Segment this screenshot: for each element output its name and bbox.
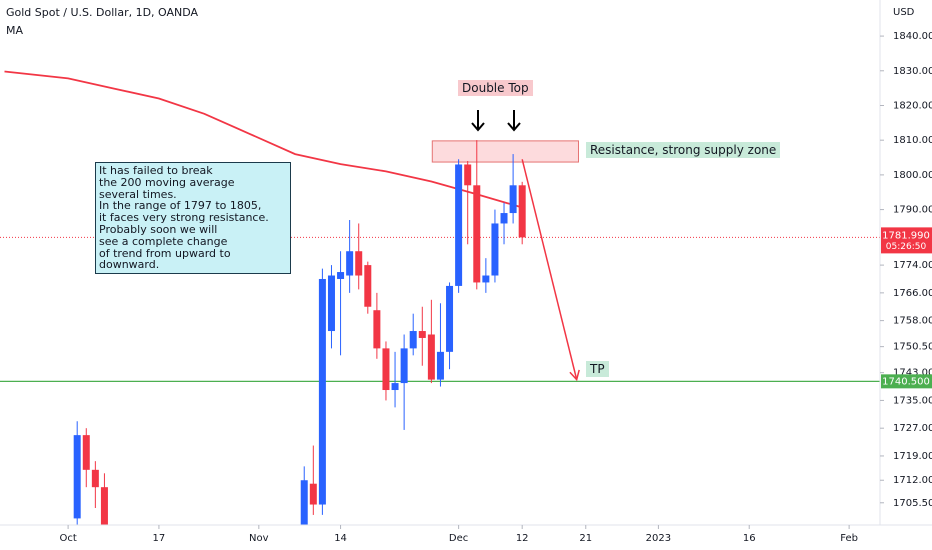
note-line: In the range of 1797 to 1805, <box>99 199 262 213</box>
tp-label: TP <box>586 361 609 377</box>
plot-area <box>0 70 880 525</box>
candle-body <box>82 435 90 470</box>
candle-body <box>318 278 326 505</box>
y-tick-label: 1820.000 <box>893 100 932 111</box>
y-tick-label: 1830.000 <box>893 66 932 77</box>
x-tick-label: 16 <box>743 533 756 544</box>
x-tick-label: 21 <box>579 533 592 544</box>
y-tick-label: 1766.000 <box>893 288 932 299</box>
candle-body <box>473 185 481 283</box>
resistance-label: Resistance, strong supply zone <box>586 142 781 158</box>
candle-body <box>382 348 390 391</box>
x-tick-label: Dec <box>449 533 468 544</box>
y-tick-label: 1712.000 <box>893 475 932 486</box>
indicator-label: MA <box>6 24 24 37</box>
candle-body <box>100 487 108 525</box>
y-tick-label: 1774.000 <box>893 260 932 271</box>
candle-body <box>436 351 444 380</box>
countdown-label: 05:26:50 <box>886 242 927 252</box>
analysis-note: It has failed to break the 200 moving ave… <box>95 162 291 275</box>
last-price-box <box>881 227 932 254</box>
last-price-label: 1781.990 <box>882 230 930 241</box>
y-tick-label: 1719.000 <box>893 451 932 462</box>
currency-label: USD <box>893 7 915 18</box>
candle-body <box>309 483 317 505</box>
y-tick-label: 1727.000 <box>893 423 932 434</box>
forecast-arrow-head <box>569 369 580 382</box>
candle-body <box>491 223 499 276</box>
y-tick-label: 1840.000 <box>893 31 932 42</box>
y-tick-label: 1750.500 <box>893 342 932 353</box>
candle-body <box>391 383 399 391</box>
candle-body <box>300 480 308 525</box>
candle-body <box>400 348 408 384</box>
tp-price-label: 1740.500 <box>882 376 930 387</box>
candle-body <box>446 285 454 352</box>
candle-body <box>482 275 490 283</box>
note-line: the 200 moving average <box>99 175 235 189</box>
candle-body <box>509 185 517 214</box>
x-tick-label: Oct <box>59 533 76 544</box>
candle-body <box>364 265 372 307</box>
ma-line <box>4 70 523 209</box>
candle-body <box>327 275 335 332</box>
candle-body <box>373 310 381 349</box>
candle-body <box>518 185 526 238</box>
y-tick-label: 1735.000 <box>893 395 932 406</box>
candle-body <box>337 272 345 279</box>
tp-price-box <box>881 374 932 389</box>
x-tick-label: 2023 <box>646 533 671 544</box>
x-tick-label: 14 <box>334 533 347 544</box>
candle-body <box>427 334 435 380</box>
y-tick-label: 1705.500 <box>893 498 932 509</box>
y-tick-label: 1790.000 <box>893 205 932 216</box>
note-line: Probably soon we will <box>99 222 218 236</box>
x-tick-label: Nov <box>249 533 269 544</box>
candle-body <box>91 469 99 488</box>
y-tick-label: 1743.000 <box>893 368 932 379</box>
double-top-label: Double Top <box>458 80 533 96</box>
candle-body <box>409 331 417 349</box>
y-tick-label: 1758.000 <box>893 316 932 327</box>
candle-body <box>500 213 508 224</box>
note-line: several times. <box>99 187 177 201</box>
x-tick-label: 12 <box>516 533 529 544</box>
candle-body <box>346 251 354 276</box>
note-line: it faces very strong resistance. <box>99 211 269 225</box>
supply-zone <box>431 140 579 163</box>
candle-body <box>455 164 463 286</box>
note-line: of trend from upward to downward. <box>99 246 231 272</box>
down-arrow <box>471 110 485 132</box>
note-line: see a complete change <box>99 234 228 248</box>
x-tick-label: 17 <box>153 533 166 544</box>
y-tick-label: 1810.000 <box>893 135 932 146</box>
candle-body <box>464 164 472 186</box>
candle-body <box>73 435 81 519</box>
forecast-arrow <box>521 159 578 380</box>
down-arrow <box>507 110 521 132</box>
x-tick-label: Feb <box>840 533 858 544</box>
note-line: It has failed to break <box>99 164 213 177</box>
symbol-title: Gold Spot / U.S. Dollar, 1D, OANDA <box>6 6 199 19</box>
y-tick-label: 1800.000 <box>893 170 932 181</box>
candle-body <box>355 251 363 276</box>
candle-body <box>418 331 426 338</box>
